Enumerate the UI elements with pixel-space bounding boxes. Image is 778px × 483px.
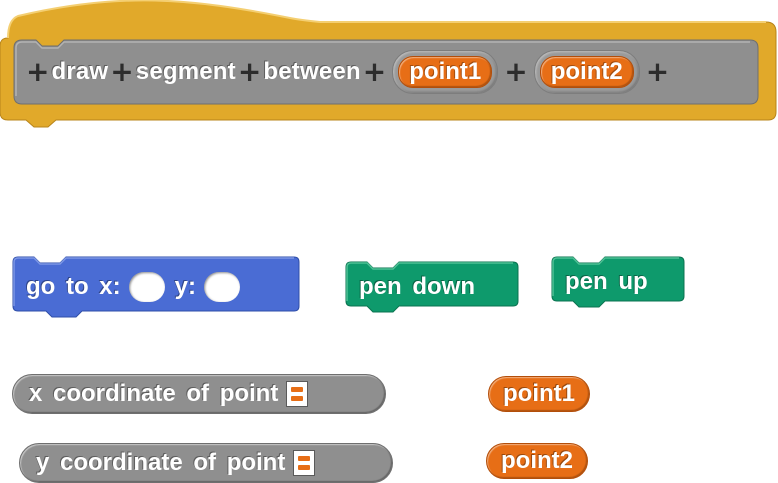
parameter-point1[interactable]: point1	[398, 56, 493, 88]
plus-icon[interactable]: +	[110, 55, 134, 88]
plus-icon[interactable]: +	[362, 55, 387, 88]
x-coordinate-label: x coordinate of point	[29, 380, 279, 407]
y-input[interactable]	[204, 272, 240, 302]
list-input-icon[interactable]	[286, 381, 309, 407]
point2-label: point2	[501, 447, 573, 474]
pen-up-block-shape	[551, 256, 685, 308]
y-coordinate-label: y coordinate of point	[36, 449, 286, 476]
plus-icon[interactable]: +	[237, 55, 262, 88]
pen-down-block[interactable]: pen down	[345, 261, 519, 313]
parameter-point2[interactable]: point2	[539, 56, 634, 88]
point1-variable-reporter[interactable]: point1	[488, 376, 590, 412]
list-input-icon[interactable]	[293, 450, 316, 476]
go-to-x-label: go to x:	[26, 273, 121, 300]
pen-down-block-shape	[345, 261, 519, 313]
parameter-slot-point2[interactable]: point2	[533, 50, 640, 94]
pen-up-block[interactable]: pen up	[551, 256, 685, 308]
parameter-slot-point1[interactable]: point1	[392, 50, 499, 94]
plus-icon[interactable]: +	[645, 55, 670, 88]
pen-up-label: pen up	[565, 268, 648, 295]
label-segment[interactable]: segment	[135, 58, 236, 85]
label-draw[interactable]: draw	[51, 58, 109, 85]
custom-block-prototype[interactable]: + draw + segment + between + point1 + po…	[14, 40, 758, 104]
x-coordinate-of-point-reporter[interactable]: x coordinate of point	[12, 374, 386, 414]
custom-block-definition-hat[interactable]: + draw + segment + between + point1 + po…	[0, 0, 778, 128]
y-label: y:	[174, 273, 196, 300]
point1-label: point1	[503, 380, 575, 407]
go-to-xy-block[interactable]: go to x: y:	[12, 256, 300, 318]
point2-variable-reporter[interactable]: point2	[486, 443, 588, 479]
label-between[interactable]: between	[263, 58, 361, 85]
plus-icon[interactable]: +	[26, 55, 50, 88]
x-input[interactable]	[128, 272, 165, 302]
plus-icon[interactable]: +	[504, 55, 528, 88]
pen-down-label: pen down	[359, 273, 475, 300]
y-coordinate-of-point-reporter[interactable]: y coordinate of point	[19, 443, 393, 483]
